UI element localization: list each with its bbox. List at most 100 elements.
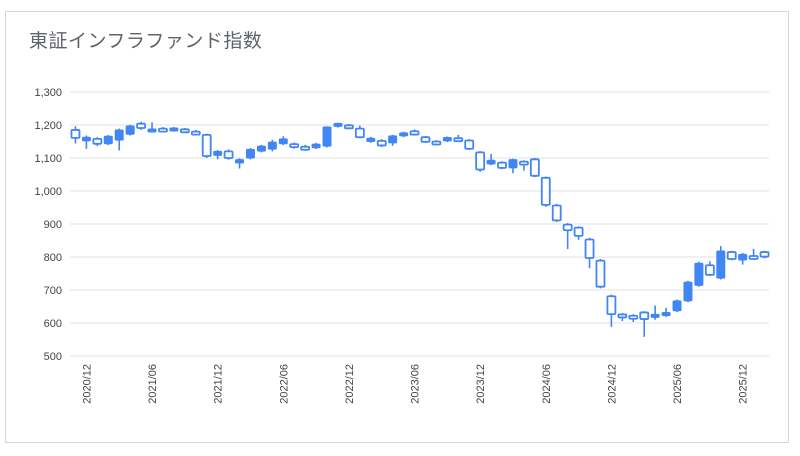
candle-body-up xyxy=(245,148,255,159)
candlestick xyxy=(497,161,507,170)
y-axis-labels: 500 600 700 800 900 1,000 1,100 1,200 1,300 xyxy=(34,87,62,363)
candle-body-down xyxy=(704,264,715,276)
candlestick xyxy=(748,248,759,260)
x-tick-label: 2023/12 xyxy=(475,364,487,404)
candle-body-up xyxy=(235,159,245,164)
candles-series xyxy=(70,121,770,337)
candlestick xyxy=(289,142,300,149)
candlestick xyxy=(661,307,671,318)
candle-body-up xyxy=(125,125,135,135)
y-tick-label: 600 xyxy=(44,318,62,330)
x-tick-label: 2021/06 xyxy=(147,364,159,404)
candlestick xyxy=(388,134,398,146)
candle-body-up xyxy=(716,250,726,279)
candlestick xyxy=(201,133,212,158)
candlestick xyxy=(81,135,91,149)
candle-body-up xyxy=(103,135,113,145)
candlestick xyxy=(333,122,343,128)
candlestick xyxy=(278,136,288,146)
x-tick-label: 2023/06 xyxy=(410,364,422,404)
candlestick xyxy=(409,129,420,136)
candle-body-up xyxy=(661,311,671,316)
candle-body-down xyxy=(420,136,431,143)
candlestick xyxy=(366,136,376,143)
candle-body-down xyxy=(562,223,573,232)
candlestick xyxy=(683,280,693,303)
candle-body-down xyxy=(617,313,628,319)
candle-body-down xyxy=(551,204,562,222)
y-tick-label: 1,300 xyxy=(34,87,62,99)
candlestick xyxy=(354,125,365,139)
candlestick xyxy=(617,313,628,322)
candle-body-up xyxy=(169,127,179,132)
candle-body-down xyxy=(475,151,486,171)
candlestick xyxy=(92,137,103,147)
candle-body-down xyxy=(92,137,103,145)
candlestick xyxy=(595,258,606,289)
candle-body-down xyxy=(584,238,595,259)
candlestick xyxy=(486,154,496,166)
candlestick xyxy=(540,176,551,207)
x-tick-label: 2022/06 xyxy=(278,364,290,404)
candlestick xyxy=(431,140,442,146)
candle-body-down xyxy=(639,311,650,320)
candle-body-down xyxy=(529,158,540,177)
candle-body-down xyxy=(431,140,442,146)
candlestick xyxy=(300,144,311,151)
candlestick xyxy=(125,124,135,136)
candlestick xyxy=(672,299,682,313)
candle-body-up xyxy=(213,150,223,156)
candle-body-down xyxy=(223,150,234,159)
candlestick xyxy=(169,126,179,132)
candle-body-down xyxy=(376,139,387,147)
candle-body-down xyxy=(759,251,770,258)
candle-body-down xyxy=(726,251,737,260)
candle-body-down xyxy=(606,295,617,315)
candle-body-up xyxy=(366,137,376,142)
candlestick xyxy=(694,261,704,287)
candle-body-down xyxy=(573,226,584,237)
candlestick xyxy=(322,126,332,148)
candlestick xyxy=(442,136,452,143)
candlestick xyxy=(114,128,124,151)
candle-body-down xyxy=(354,127,365,139)
candlestick xyxy=(759,250,770,259)
candlestick xyxy=(376,139,387,148)
candle-body-down xyxy=(158,127,168,133)
candle-body-down xyxy=(628,314,639,320)
y-tick-label: 800 xyxy=(44,252,62,264)
candlestick xyxy=(573,226,584,240)
x-tick-label: 2022/12 xyxy=(344,364,356,404)
x-tick-label: 2025/12 xyxy=(738,364,750,404)
candlestick xyxy=(551,203,562,223)
candle-body-up xyxy=(683,281,693,302)
candle-body-up xyxy=(311,143,321,149)
candlestick xyxy=(628,314,639,323)
candlestick xyxy=(453,134,464,143)
candlestick xyxy=(190,129,201,136)
y-tick-label: 500 xyxy=(44,351,62,363)
candle-body-up xyxy=(399,132,409,137)
candle-body-down xyxy=(201,133,212,157)
candle-body-up xyxy=(738,253,748,261)
x-tick-label: 2024/06 xyxy=(541,364,553,404)
candlestick xyxy=(420,135,431,143)
candle-body-down xyxy=(497,161,507,169)
candle-body-down xyxy=(453,137,464,143)
candle-body-down xyxy=(136,122,146,129)
candlestick xyxy=(606,294,617,327)
candlestick xyxy=(399,131,409,138)
x-axis-labels: 2020/12 2021/06 2021/12 2022/06 2022/12 2023/… xyxy=(81,364,749,404)
chart-title: 東証インフラファンド指数 xyxy=(29,31,263,52)
candlestick xyxy=(475,151,486,172)
y-tick-label: 1,100 xyxy=(34,153,62,165)
candlestick xyxy=(213,150,223,160)
candle-body-up xyxy=(672,300,682,312)
candlestick xyxy=(584,237,595,269)
y-tick-label: 900 xyxy=(44,219,62,231)
candlestick xyxy=(650,305,660,320)
candle-body-down xyxy=(300,145,311,151)
candlestick xyxy=(519,160,529,171)
candlestick xyxy=(103,134,113,146)
